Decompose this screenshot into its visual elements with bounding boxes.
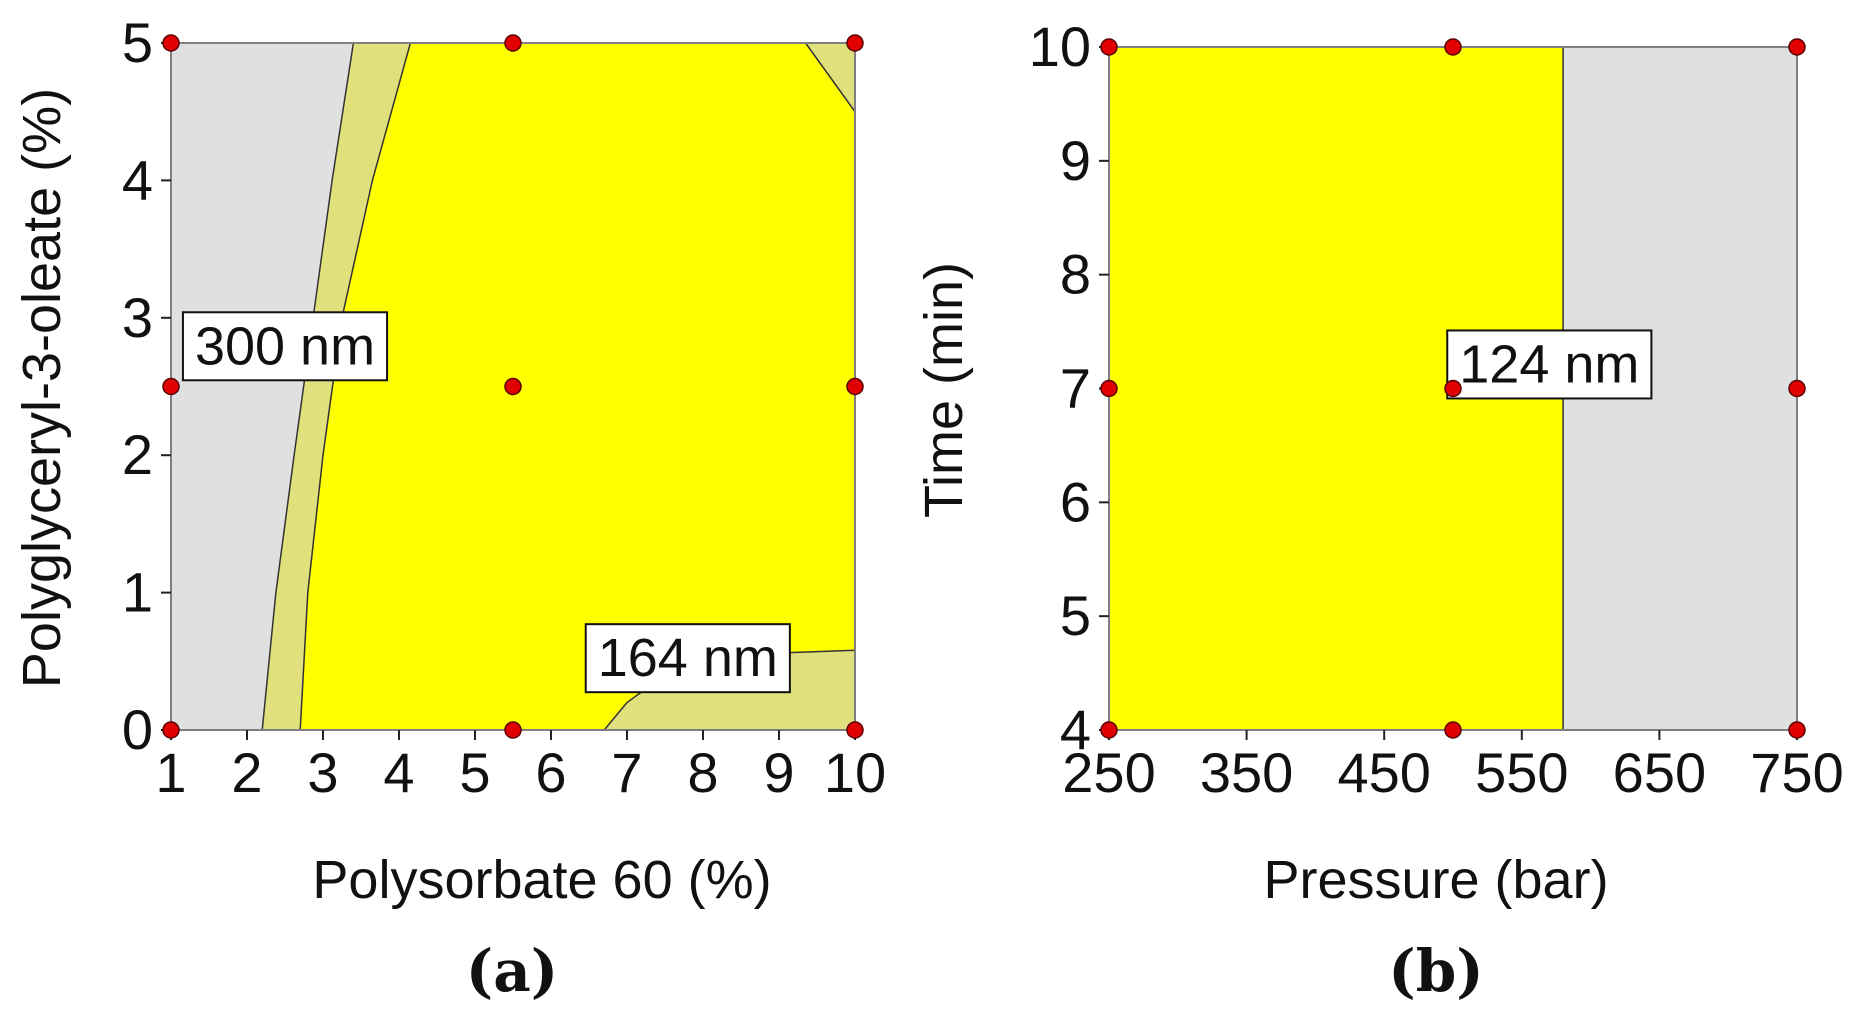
a-design-point xyxy=(504,377,522,396)
b-design-point xyxy=(1444,721,1462,739)
a-design-point xyxy=(846,34,864,52)
a-x-tick-label: 10 xyxy=(824,741,886,804)
panel-a-x-tick-labels: 1 2 3 4 5 6 7 8 9 10 xyxy=(155,741,886,804)
a-y-tick-label: 2 xyxy=(122,423,153,486)
b-design-point xyxy=(1788,721,1806,739)
a-design-point xyxy=(162,34,180,52)
b-contour-label: 124 nm xyxy=(1446,329,1653,400)
b-x-tick-label: 650 xyxy=(1613,741,1706,804)
b-x-tick-label: 550 xyxy=(1475,741,1568,804)
a-x-tick-label: 4 xyxy=(383,741,414,804)
a-design-point xyxy=(504,34,522,52)
panel-a-y-tick-labels: 0 1 2 3 4 5 xyxy=(122,11,153,761)
panel-b-y-axis-label: Time (min) xyxy=(914,262,974,518)
a-contour-label-box xyxy=(181,311,389,382)
panel-a-x-axis-label: Polysorbate 60 (%) xyxy=(312,850,771,910)
b-y-tick-label: 4 xyxy=(1060,698,1091,761)
panel-b-x-axis-label: Pressure (bar) xyxy=(1263,850,1608,910)
a-x-tick-label: 6 xyxy=(535,741,566,804)
b-y-tick-label: 6 xyxy=(1060,470,1091,533)
b-x-tick-label: 250 xyxy=(1062,741,1155,804)
a-design-point xyxy=(504,721,522,739)
a-contour-label-box xyxy=(584,623,791,694)
b-x-tick-label: 350 xyxy=(1200,741,1293,804)
panel-a-y-axis-label: Polyglyceryl-3-oleate (%) xyxy=(12,88,72,688)
panel-b-contour-plot: 250 350 450 550 650 750 4 5 6 7 8 9 10 124 nm Press… xyxy=(914,15,1844,1005)
b-x-tick-label: 450 xyxy=(1337,741,1430,804)
a-design-point xyxy=(846,377,864,396)
a-y-tick-label: 3 xyxy=(122,286,153,349)
a-contour-label: 300 nm xyxy=(181,311,389,382)
b-y-tick-label: 9 xyxy=(1060,129,1091,192)
a-y-tick-label: 4 xyxy=(122,148,153,211)
panel-b-x-tick-labels: 250 350 450 550 650 750 xyxy=(1062,741,1843,804)
b-design-point xyxy=(1100,379,1118,398)
a-x-tick-label: 8 xyxy=(687,741,718,804)
panel-b-contour-labels: 124 nm xyxy=(1446,329,1653,400)
panel-a-design-points xyxy=(162,34,864,739)
b-design-point xyxy=(1444,38,1462,56)
a-contour-label: 164 nm xyxy=(584,623,791,694)
b-y-tick-label: 7 xyxy=(1060,357,1091,420)
a-y-tick-label: 1 xyxy=(122,561,153,624)
panel-a-mid-region-top-right xyxy=(804,43,855,113)
b-y-tick-label: 10 xyxy=(1029,15,1091,78)
panel-b-label: (b) xyxy=(1388,937,1483,1005)
b-x-tick-label: 750 xyxy=(1750,741,1843,804)
b-design-point xyxy=(1100,721,1118,739)
panel-a-contour-labels: 300 nm 164 nm xyxy=(181,311,791,694)
a-design-point xyxy=(846,721,864,739)
a-x-tick-label: 7 xyxy=(611,741,642,804)
b-contour-label-box xyxy=(1446,329,1653,400)
a-y-tick-label: 5 xyxy=(122,11,153,74)
panel-a-label: (a) xyxy=(466,937,558,1005)
panel-b-design-points xyxy=(1100,38,1806,739)
b-y-tick-label: 5 xyxy=(1060,584,1091,647)
b-design-point xyxy=(1788,38,1806,56)
a-x-tick-label: 3 xyxy=(307,741,338,804)
b-design-point xyxy=(1444,379,1462,398)
a-design-point xyxy=(162,721,180,739)
a-x-tick-label: 1 xyxy=(155,741,186,804)
panel-a-region-layers xyxy=(171,43,855,730)
b-y-tick-label: 8 xyxy=(1060,243,1091,306)
a-x-tick-label: 5 xyxy=(459,741,490,804)
b-design-point xyxy=(1788,379,1806,398)
a-x-tick-label: 2 xyxy=(231,741,262,804)
a-x-tick-label: 9 xyxy=(763,741,794,804)
b-design-point xyxy=(1100,38,1118,56)
b-contour-label-text: 124 nm xyxy=(1459,334,1639,394)
a-contour-label-text: 164 nm xyxy=(598,628,778,688)
a-design-point xyxy=(162,377,180,396)
a-y-tick-label: 0 xyxy=(122,698,153,761)
panel-b-y-tick-labels: 4 5 6 7 8 9 10 xyxy=(1029,15,1091,761)
panel-a-regions xyxy=(171,43,855,730)
a-contour-label-text: 300 nm xyxy=(195,316,375,376)
